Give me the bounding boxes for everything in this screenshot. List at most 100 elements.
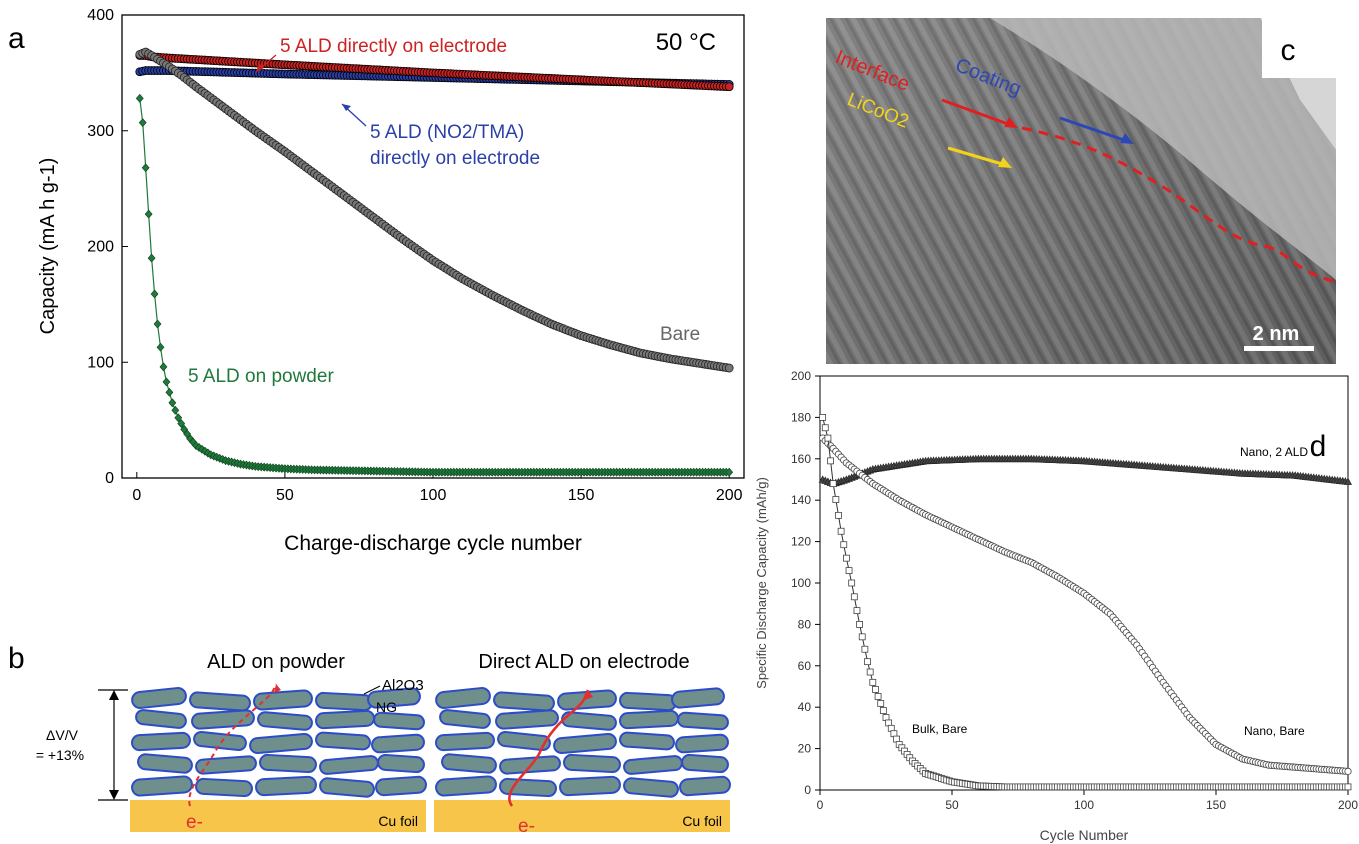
electron-arrow-left bbox=[274, 684, 281, 693]
graphite-particle bbox=[675, 733, 729, 754]
graphite-particle bbox=[681, 753, 729, 774]
series-bare-line bbox=[139, 51, 730, 369]
panel-d-label: d bbox=[1310, 430, 1327, 463]
plot-a-ytick-label: 100 bbox=[87, 354, 114, 371]
series-green-point bbox=[141, 163, 150, 173]
annotation-nano-bare: Nano, Bare bbox=[1244, 724, 1305, 738]
series-nano2-point bbox=[1343, 477, 1353, 485]
interface-line bbox=[1021, 126, 1337, 284]
graphite-particle bbox=[319, 755, 379, 775]
graphite-particle bbox=[315, 731, 371, 751]
series-bulk-point bbox=[819, 413, 827, 421]
graphite-particle bbox=[193, 731, 247, 751]
graphite-particle bbox=[623, 777, 679, 798]
series-green-point bbox=[159, 362, 168, 372]
graphite-particle bbox=[189, 691, 251, 712]
plot-a-ylabel: Capacity (mA h g-1) bbox=[37, 158, 59, 335]
graphite-particle bbox=[367, 687, 421, 709]
interface-arrow bbox=[941, 98, 1009, 126]
volume-change-line2: = +13% bbox=[36, 747, 84, 763]
graphite-particle bbox=[191, 709, 255, 730]
plot-d-xtick-label: 0 bbox=[817, 798, 824, 812]
annotation-bare: Bare bbox=[660, 324, 700, 345]
cu-foil-right bbox=[434, 800, 730, 832]
series-green-point bbox=[165, 387, 174, 397]
series-bulk-point bbox=[877, 700, 885, 707]
graphite-particle bbox=[195, 777, 253, 798]
plot-d-ytick-label: 120 bbox=[791, 535, 811, 549]
cu-foil-label-left: Cu foil bbox=[378, 813, 418, 829]
graphite-particle bbox=[499, 777, 557, 798]
series-bulk-point bbox=[850, 593, 858, 601]
graphite-particle bbox=[553, 732, 617, 755]
series-green-point bbox=[156, 342, 165, 352]
graphite-particle bbox=[371, 733, 425, 754]
graphite-particle bbox=[619, 709, 679, 730]
graphite-particle bbox=[493, 691, 555, 712]
series-nanobare-line bbox=[822, 437, 1349, 772]
annotation-blue-line1: 5 ALD (NO2/TMA) bbox=[370, 122, 524, 143]
panel-b-label: b bbox=[8, 642, 25, 675]
al2o3-pointer bbox=[363, 685, 381, 695]
plot-a-xlabel: Charge-discharge cycle number bbox=[284, 532, 582, 555]
plot-d-ytick-label: 20 bbox=[798, 742, 812, 756]
graphite-particle bbox=[677, 711, 729, 731]
series-green-point bbox=[171, 405, 180, 415]
plot-d-ytick-label: 80 bbox=[798, 617, 812, 631]
annotation-red-arrowhead bbox=[256, 63, 264, 72]
coating-arrowhead bbox=[1120, 133, 1134, 144]
plot-a-xtick-label: 150 bbox=[568, 487, 595, 504]
graphite-particle bbox=[377, 753, 425, 774]
graphite-particle bbox=[375, 775, 427, 797]
series-bulk-point bbox=[869, 678, 877, 686]
series-bulk-point bbox=[821, 424, 829, 432]
annotation-red: 5 ALD directly on electrode bbox=[280, 36, 507, 57]
plot-d-axes: 0 50 100 150 200 0 20 40 60 80 100 120 140 160 180 200 bbox=[791, 369, 1358, 812]
graphite-particle bbox=[131, 775, 193, 797]
thickness-arrowhead-top bbox=[109, 690, 119, 700]
graphite-particle bbox=[563, 753, 621, 774]
cu-foil-label-right: Cu foil bbox=[682, 813, 722, 829]
graphite-particle bbox=[561, 711, 617, 731]
graphite-particle bbox=[131, 731, 191, 752]
series-bulk-point bbox=[840, 541, 848, 549]
temperature-label: 50 °C bbox=[656, 29, 716, 56]
series-bulk-point bbox=[858, 633, 866, 641]
series-bulk-point bbox=[827, 457, 834, 465]
graphite-particle bbox=[255, 775, 317, 797]
panel-c: c Interface Coating LiCoO2 2 nm bbox=[826, 18, 1337, 364]
plot-d-xlabel: Cycle Number bbox=[1040, 827, 1129, 843]
series-green-point bbox=[135, 93, 144, 103]
plot-d-ytick-label: 60 bbox=[798, 659, 812, 673]
series-bulk-point bbox=[874, 693, 882, 700]
graphite-particle bbox=[439, 709, 491, 729]
series-green-point bbox=[162, 377, 171, 387]
electron-label-right: e- bbox=[518, 816, 535, 837]
panel-d: 0 50 100 150 200020406080100120140160180200 … bbox=[754, 369, 1358, 843]
series-bare-point bbox=[724, 363, 734, 373]
graphite-particle bbox=[249, 732, 313, 755]
series-bulk-point bbox=[837, 527, 845, 535]
series-bulk-point bbox=[861, 645, 869, 653]
series-nanobare-point bbox=[1344, 767, 1352, 775]
series-bulk-point bbox=[835, 511, 842, 519]
series-red-point bbox=[724, 82, 734, 92]
particle-layer-right bbox=[435, 687, 731, 798]
graphite-particle bbox=[619, 731, 675, 751]
plot-a-xtick-label: 100 bbox=[420, 487, 447, 504]
plot-a-ytick-label: 300 bbox=[87, 123, 114, 140]
ng-label: NG bbox=[376, 699, 397, 715]
annotation-blue-line2: directly on electrode bbox=[370, 148, 540, 169]
annotation-green: 5 ALD on powder bbox=[188, 366, 334, 387]
series-green-point bbox=[725, 467, 734, 477]
graphite-particle bbox=[131, 687, 187, 709]
plot-d-ytick-label: 140 bbox=[791, 493, 811, 507]
plot-d-ytick-label: 160 bbox=[791, 452, 811, 466]
plot-d-xtick-label: 100 bbox=[1074, 798, 1094, 812]
panel-a: a 0 50 100 150 200 0 100 200 300 400 50 °C 5 ALD … bbox=[8, 7, 745, 555]
series-bulk-point bbox=[856, 621, 863, 628]
plot-d-xtick-label: 150 bbox=[1206, 798, 1226, 812]
plot-d-ylabel: Specific Discharge Capacity (mAh/g) bbox=[754, 477, 769, 689]
graphite-particle bbox=[497, 731, 551, 751]
particle-layer-left bbox=[131, 687, 427, 798]
